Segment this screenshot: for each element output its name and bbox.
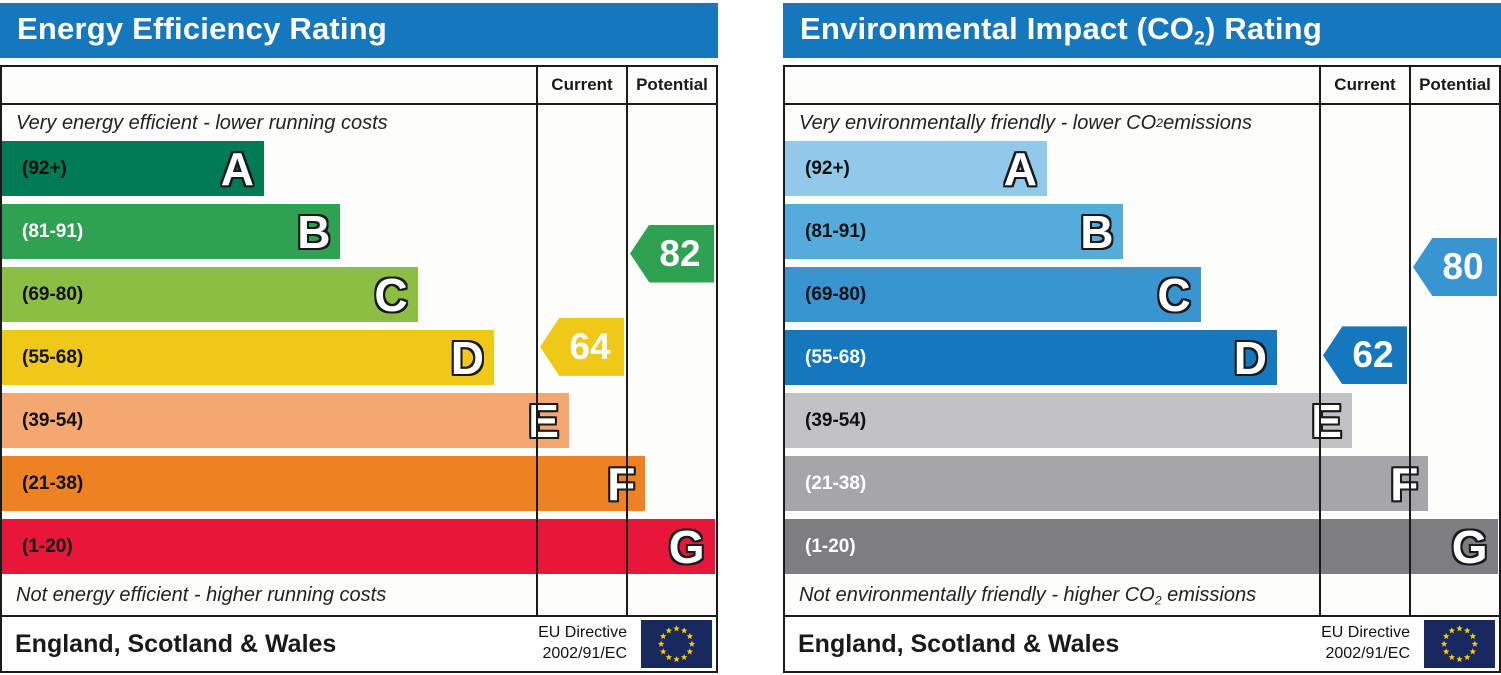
- band-letter: D: [450, 331, 484, 384]
- band-range-label: (92+): [22, 157, 67, 179]
- potential-column-header: Potential: [1409, 67, 1499, 103]
- table-footer-row: England, Scotland & Wales EU Directive 2…: [2, 615, 716, 671]
- band-range-label: (55-68): [805, 346, 867, 368]
- potential-rating-arrow: 82: [630, 224, 714, 283]
- band-letter: E: [1311, 394, 1342, 447]
- rating-band: (92+) A: [785, 141, 1048, 196]
- band-range-label: (39-54): [22, 409, 84, 431]
- eu-directive-line2: 2002/91/EC: [542, 645, 627, 662]
- rating-table: Current Potential Very environmentally f…: [783, 65, 1501, 673]
- band-letter: D: [1233, 331, 1267, 384]
- rating-band: (81-91) B: [785, 204, 1124, 259]
- band-letter: F: [1390, 457, 1419, 510]
- region-label: England, Scotland & Wales: [798, 629, 1120, 658]
- table-footer-row: England, Scotland & Wales EU Directive 2…: [785, 615, 1499, 671]
- band-letter: A: [220, 142, 255, 195]
- eu-directive-label: EU Directive 2002/91/EC: [1321, 623, 1410, 665]
- potential-rating-value: 80: [1442, 246, 1484, 287]
- current-column-header: Current: [1319, 67, 1409, 103]
- band-range-label: (81-91): [805, 220, 867, 242]
- band-range-label: (21-38): [22, 472, 84, 494]
- rating-table: Current Potential Very energy efficient …: [0, 65, 718, 673]
- rating-band: (21-38) F: [2, 456, 646, 511]
- current-rating-value: 62: [1352, 334, 1394, 376]
- rating-band: (39-54) E: [2, 393, 569, 448]
- energy-efficiency-chart: Energy Efficiency Rating Current Potenti…: [0, 0, 718, 675]
- rating-band: (69-80) C: [2, 267, 418, 322]
- chart-title: Environmental Impact (CO2) Rating: [800, 10, 1322, 50]
- top-note: Very energy efficient - lower running co…: [16, 111, 388, 134]
- band-range-label: (39-54): [805, 409, 867, 431]
- eu-directive-label: EU Directive 2002/91/EC: [538, 623, 627, 665]
- band-letter: F: [607, 457, 636, 510]
- eu-directive-line2: 2002/91/EC: [1325, 645, 1410, 662]
- band-range-label: (1-20): [805, 535, 856, 557]
- rating-band: (55-68) D: [2, 330, 494, 385]
- band-range-label: (69-80): [805, 283, 867, 305]
- eu-directive-line1: EU Directive: [538, 624, 627, 642]
- table-header-row: Current Potential: [2, 67, 716, 105]
- column-divider: [626, 105, 628, 615]
- rating-band: (81-91) B: [2, 204, 341, 259]
- potential-rating-arrow: 80: [1413, 238, 1497, 296]
- eu-flag-icon: [1423, 620, 1496, 668]
- band-letter: B: [297, 205, 331, 258]
- band-letter: G: [1451, 520, 1488, 573]
- band-range-label: (81-91): [22, 220, 84, 242]
- bottom-note: Not energy efficient - higher running co…: [16, 583, 387, 606]
- column-divider: [1319, 105, 1321, 615]
- rating-band: (1-20) G: [2, 519, 715, 574]
- potential-column-header: Potential: [626, 67, 716, 103]
- band-letter: G: [668, 520, 705, 573]
- scale-body: Very environmentally friendly - lower CO…: [785, 105, 1499, 615]
- scale-body: Very energy efficient - lower running co…: [2, 105, 716, 615]
- environmental-impact-chart: Environmental Impact (CO2) Rating Curren…: [783, 0, 1501, 675]
- bands-container: (92+) A (81-91) B (69-80) C (55-68) D (3…: [785, 141, 1499, 574]
- current-rating-arrow: 62: [1323, 326, 1407, 385]
- band-range-label: (55-68): [22, 346, 84, 368]
- rating-band: (39-54) E: [785, 393, 1352, 448]
- eu-directive-line1: EU Directive: [1321, 624, 1410, 642]
- band-letter: C: [374, 268, 408, 321]
- band-letter: E: [528, 394, 559, 447]
- table-header-row: Current Potential: [785, 67, 1499, 105]
- band-letter: C: [1157, 268, 1191, 321]
- region-label: England, Scotland & Wales: [15, 629, 337, 658]
- bands-container: (92+) A (81-91) B (69-80) C (55-68) D (3…: [2, 141, 716, 574]
- band-letter: B: [1080, 205, 1114, 258]
- potential-rating-value: 82: [659, 232, 701, 274]
- rating-band: (21-38) F: [785, 456, 1429, 511]
- rating-band: (69-80) C: [785, 267, 1201, 322]
- rating-band: (92+) A: [2, 141, 265, 196]
- band-letter: A: [1003, 142, 1038, 195]
- current-rating-value: 64: [569, 325, 611, 367]
- current-column-header: Current: [536, 67, 626, 103]
- chart-title-bar: Energy Efficiency Rating: [0, 3, 718, 58]
- column-divider: [536, 105, 538, 615]
- column-divider: [1409, 105, 1411, 615]
- bottom-note: Not environmentally friendly - higher CO…: [799, 583, 1257, 607]
- header-spacer: [785, 67, 1319, 103]
- top-note: Very environmentally friendly - lower CO…: [799, 111, 1252, 134]
- chart-title-bar: Environmental Impact (CO2) Rating: [783, 3, 1501, 58]
- chart-title: Energy Efficiency Rating: [17, 10, 388, 46]
- band-range-label: (1-20): [22, 535, 73, 557]
- eu-flag-icon: [640, 620, 713, 668]
- band-range-label: (92+): [805, 157, 850, 179]
- rating-band: (55-68) D: [785, 330, 1277, 385]
- band-range-label: (21-38): [805, 472, 867, 494]
- header-spacer: [2, 67, 536, 103]
- current-rating-arrow: 64: [540, 317, 624, 376]
- rating-band: (1-20) G: [785, 519, 1498, 574]
- band-range-label: (69-80): [22, 283, 84, 305]
